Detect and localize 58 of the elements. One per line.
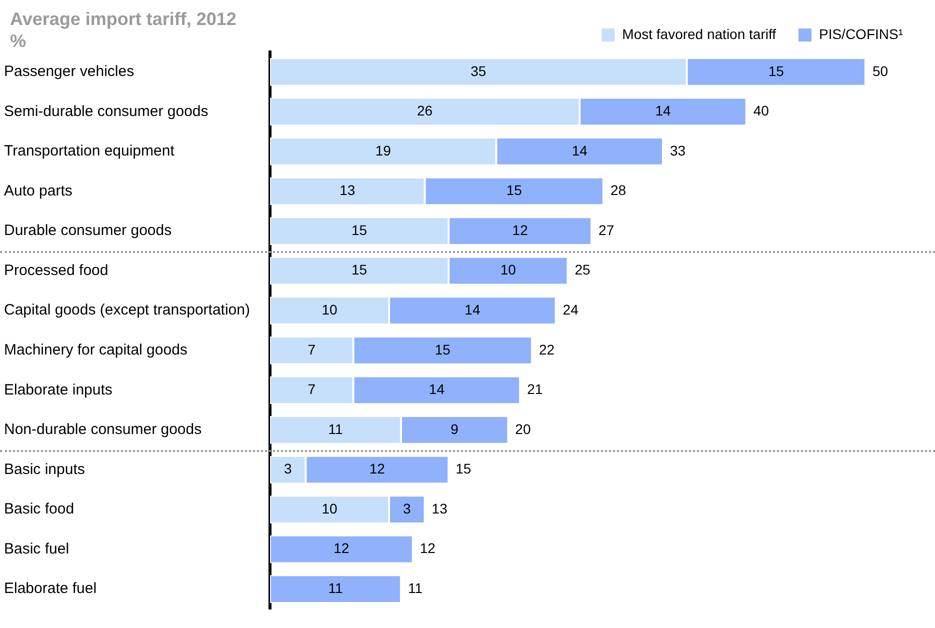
total-label: 21	[527, 381, 543, 398]
y-tick-label: Passenger vehicles	[4, 63, 134, 80]
data-label: 7	[308, 341, 316, 358]
total-label: 50	[872, 62, 888, 79]
total-label: 40	[753, 102, 770, 119]
data-label: 10	[322, 500, 338, 516]
y-tick-label: Auto parts	[4, 182, 72, 200]
data-label: 15	[352, 262, 368, 278]
y-tick-label: Semi-durable consumer goods	[4, 102, 208, 120]
legend-label: Most favored nation tariff	[622, 26, 776, 42]
total-label: 20	[515, 420, 531, 437]
y-tick-label: Durable consumer goods	[4, 222, 172, 240]
data-label: 11	[328, 420, 343, 437]
data-label: 12	[512, 222, 528, 238]
data-label: 14	[428, 381, 445, 398]
data-label: 15	[352, 222, 368, 238]
total-label: 24	[562, 301, 579, 318]
y-tick-label: Elaborate inputs	[4, 381, 112, 398]
total-label: 15	[456, 460, 472, 477]
y-tick-label: Basic food	[4, 500, 74, 518]
total-label: 25	[574, 262, 590, 278]
data-label: 10	[322, 301, 338, 318]
total-label: 22	[538, 341, 555, 358]
data-label: 10	[500, 262, 516, 278]
data-label: 15	[434, 341, 451, 358]
total-label: 12	[420, 540, 436, 556]
data-label: 3	[284, 460, 292, 477]
data-label: 26	[417, 102, 433, 119]
data-label: 15	[768, 62, 784, 79]
data-label: 14	[464, 301, 480, 318]
data-label: 15	[506, 182, 522, 198]
data-label: 12	[334, 540, 350, 556]
y-tick-label: Basic fuel	[4, 540, 70, 558]
data-label: 14	[655, 102, 671, 119]
total-label: 11	[408, 580, 423, 596]
y-tick-label: Non-durable consumer goods	[4, 421, 202, 438]
text: Average import tariff, 2012	[10, 8, 236, 30]
data-label: 3	[403, 500, 412, 516]
data-label: 19	[375, 142, 392, 158]
legend-label: PIS/COFINS¹	[818, 26, 904, 42]
data-label: 13	[340, 182, 356, 198]
data-label: 11	[328, 580, 343, 596]
y-tick-label: Processed food	[4, 262, 108, 279]
text: %	[10, 30, 28, 52]
data-label: 9	[450, 420, 459, 437]
y-tick-label: Transportation equipment	[4, 142, 176, 160]
y-tick-label: Basic inputs	[4, 460, 85, 478]
data-label: 35	[470, 62, 486, 79]
data-label: 12	[369, 460, 386, 477]
y-tick-label: Elaborate fuel	[4, 580, 97, 598]
total-label: 33	[670, 142, 686, 158]
y-tick-label: Machinery for capital goods	[4, 342, 188, 359]
data-label: 7	[308, 381, 316, 398]
data-label: 14	[572, 142, 588, 158]
total-label: 28	[610, 182, 626, 198]
total-label: 13	[432, 500, 448, 516]
y-tick-label: Capital goods (except transportation)	[4, 302, 250, 319]
total-label: 27	[598, 222, 614, 238]
